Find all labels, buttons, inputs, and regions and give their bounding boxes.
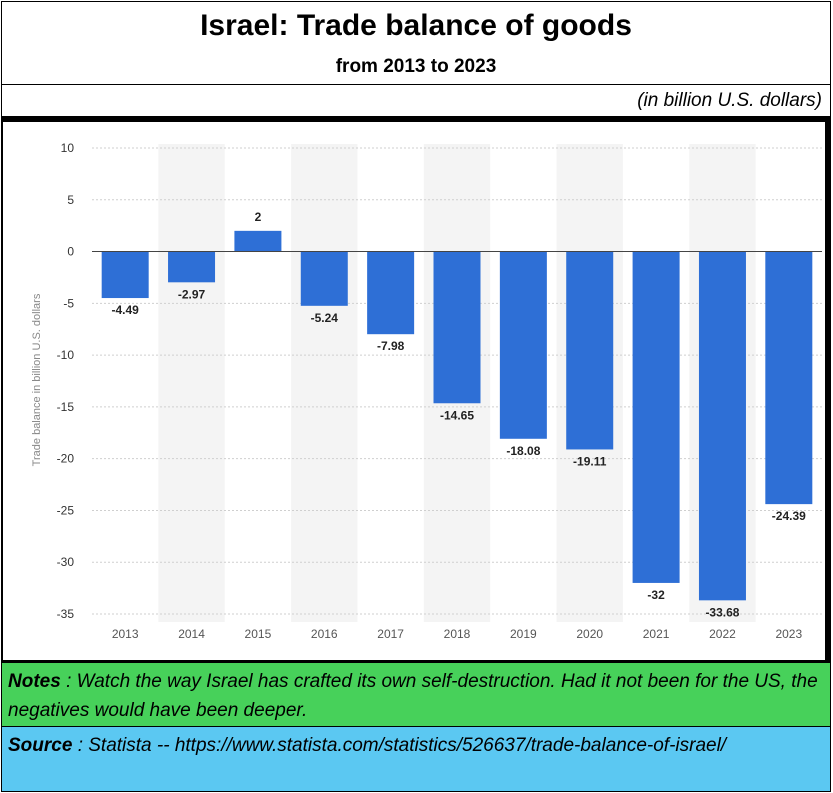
data-label: -5.24 — [311, 311, 339, 325]
data-label: -14.65 — [440, 408, 474, 422]
x-tick-label: 2020 — [576, 627, 603, 641]
notes-text: : Watch the way Israel has crafted its o… — [8, 671, 818, 721]
x-tick-label: 2013 — [112, 627, 139, 641]
x-tick-label: 2014 — [178, 627, 205, 641]
column-band — [291, 144, 358, 622]
bar — [632, 251, 680, 583]
bar — [765, 251, 813, 505]
y-tick-label: -10 — [57, 348, 75, 362]
source-panel: Source : Statista -- https://www.statist… — [1, 727, 831, 792]
x-tick-label: 2016 — [311, 627, 338, 641]
bar — [101, 251, 149, 299]
y-tick-label: -30 — [57, 555, 75, 569]
data-label: -32 — [647, 588, 665, 602]
column-band — [158, 144, 225, 622]
bar — [499, 251, 547, 439]
y-axis-title: Trade balance in billion U.S. dollars — [31, 293, 43, 466]
y-tick-label: -35 — [57, 607, 75, 621]
bar — [168, 251, 216, 283]
x-tick-label: 2022 — [709, 627, 736, 641]
notes-label: Notes — [8, 671, 61, 692]
page-subtitle: from 2013 to 2023 — [1, 49, 831, 85]
data-label: -7.98 — [377, 339, 405, 353]
x-tick-label: 2015 — [245, 627, 272, 641]
y-tick-label: -5 — [63, 296, 74, 310]
y-tick-label: 0 — [67, 245, 74, 259]
page-title: Israel: Trade balance of goods — [1, 1, 831, 50]
source-label: Source — [8, 735, 73, 756]
y-tick-label: -20 — [57, 452, 75, 466]
x-tick-label: 2017 — [377, 627, 404, 641]
y-tick-label: 5 — [67, 193, 74, 207]
data-label: 2 — [255, 210, 262, 224]
bar — [433, 251, 481, 404]
y-tick-label: -25 — [57, 503, 75, 517]
data-label: -24.39 — [772, 509, 806, 523]
x-tick-label: 2023 — [775, 627, 802, 641]
bar — [300, 251, 348, 306]
data-label: -4.49 — [112, 303, 140, 317]
x-tick-label: 2021 — [643, 627, 670, 641]
data-label: -18.08 — [506, 444, 540, 458]
data-label: -33.68 — [705, 605, 739, 619]
source-text: : Statista -- https://www.statista.com/s… — [72, 735, 727, 756]
unit-caption: (in billion U.S. dollars) — [1, 85, 831, 117]
bar — [698, 251, 746, 601]
x-tick-label: 2019 — [510, 627, 537, 641]
bar — [367, 251, 415, 335]
y-tick-label: 10 — [61, 141, 75, 155]
notes-panel: Notes : Watch the way Israel has crafted… — [1, 662, 831, 727]
bar — [566, 251, 614, 450]
x-tick-label: 2018 — [444, 627, 471, 641]
bar — [234, 230, 282, 252]
y-tick-label: -15 — [57, 400, 75, 414]
data-label: -19.11 — [573, 454, 607, 468]
data-label: -2.97 — [178, 287, 206, 301]
